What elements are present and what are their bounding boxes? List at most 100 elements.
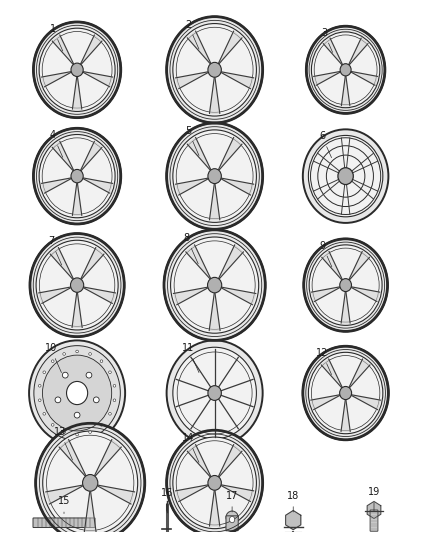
Ellipse shape (43, 413, 46, 415)
Polygon shape (321, 252, 342, 280)
Polygon shape (83, 178, 113, 193)
Text: 13: 13 (54, 427, 73, 460)
Polygon shape (42, 178, 71, 193)
Ellipse shape (303, 130, 389, 223)
Ellipse shape (39, 399, 41, 401)
Ellipse shape (113, 399, 116, 401)
Polygon shape (59, 439, 86, 476)
Polygon shape (311, 395, 339, 410)
Polygon shape (314, 71, 340, 85)
Polygon shape (72, 77, 82, 109)
Ellipse shape (76, 433, 78, 436)
Text: 11: 11 (182, 343, 199, 373)
Ellipse shape (39, 384, 41, 387)
Ellipse shape (309, 245, 382, 325)
Polygon shape (187, 138, 211, 170)
Ellipse shape (166, 341, 263, 446)
Ellipse shape (89, 353, 92, 356)
Polygon shape (95, 439, 121, 476)
Polygon shape (323, 38, 343, 64)
Text: 5: 5 (185, 126, 199, 156)
Ellipse shape (173, 23, 256, 116)
Polygon shape (176, 485, 208, 502)
Ellipse shape (208, 475, 221, 490)
Text: 8: 8 (184, 233, 198, 264)
Ellipse shape (51, 424, 54, 426)
Text: 10: 10 (45, 343, 61, 373)
Polygon shape (98, 485, 135, 504)
Polygon shape (84, 287, 116, 303)
Polygon shape (349, 359, 370, 387)
Ellipse shape (67, 382, 88, 405)
Polygon shape (209, 184, 220, 220)
Ellipse shape (340, 64, 351, 76)
Polygon shape (349, 38, 368, 64)
Ellipse shape (339, 386, 352, 400)
Ellipse shape (63, 431, 65, 433)
Polygon shape (219, 445, 242, 477)
Polygon shape (52, 35, 74, 64)
Ellipse shape (100, 360, 103, 362)
Ellipse shape (338, 168, 353, 184)
Polygon shape (39, 287, 71, 303)
Ellipse shape (113, 384, 116, 387)
Polygon shape (209, 293, 220, 330)
Ellipse shape (226, 511, 238, 524)
Polygon shape (46, 485, 82, 504)
Polygon shape (349, 252, 370, 280)
Ellipse shape (230, 516, 235, 523)
Text: 7: 7 (48, 236, 62, 265)
Polygon shape (286, 511, 301, 530)
Ellipse shape (39, 134, 115, 218)
Ellipse shape (340, 279, 351, 292)
Ellipse shape (55, 397, 61, 403)
Ellipse shape (311, 32, 380, 108)
Polygon shape (81, 141, 102, 171)
Polygon shape (176, 72, 208, 89)
Polygon shape (221, 485, 254, 502)
Text: 6: 6 (319, 131, 332, 158)
Text: 1: 1 (50, 24, 63, 51)
Text: 19: 19 (368, 487, 380, 511)
Ellipse shape (33, 22, 121, 118)
Ellipse shape (71, 63, 83, 77)
Text: 3: 3 (321, 28, 332, 52)
Polygon shape (341, 292, 350, 323)
Ellipse shape (51, 360, 54, 362)
Ellipse shape (71, 278, 84, 292)
Polygon shape (209, 78, 220, 114)
Ellipse shape (35, 347, 119, 439)
Polygon shape (222, 287, 256, 305)
Polygon shape (72, 183, 82, 215)
Ellipse shape (33, 128, 121, 224)
Ellipse shape (30, 233, 124, 337)
Ellipse shape (208, 386, 221, 400)
Text: 4: 4 (50, 131, 63, 157)
Ellipse shape (304, 239, 388, 332)
Polygon shape (83, 71, 113, 87)
Ellipse shape (93, 397, 99, 403)
Ellipse shape (71, 169, 83, 183)
Ellipse shape (166, 123, 263, 229)
Text: 18: 18 (287, 491, 299, 512)
Polygon shape (351, 287, 380, 302)
Text: 2: 2 (185, 20, 199, 49)
Ellipse shape (166, 17, 263, 123)
Polygon shape (81, 247, 104, 279)
Text: 17: 17 (226, 491, 238, 512)
Polygon shape (311, 287, 340, 302)
Polygon shape (221, 178, 254, 195)
Ellipse shape (86, 372, 92, 378)
Polygon shape (50, 247, 73, 279)
FancyBboxPatch shape (33, 518, 95, 528)
Polygon shape (81, 35, 102, 64)
Polygon shape (351, 71, 378, 85)
FancyBboxPatch shape (370, 510, 378, 531)
Ellipse shape (34, 346, 120, 440)
Ellipse shape (43, 431, 138, 533)
Polygon shape (367, 502, 381, 519)
Polygon shape (187, 31, 211, 63)
Polygon shape (321, 359, 342, 387)
Ellipse shape (308, 135, 383, 217)
Polygon shape (187, 445, 211, 477)
